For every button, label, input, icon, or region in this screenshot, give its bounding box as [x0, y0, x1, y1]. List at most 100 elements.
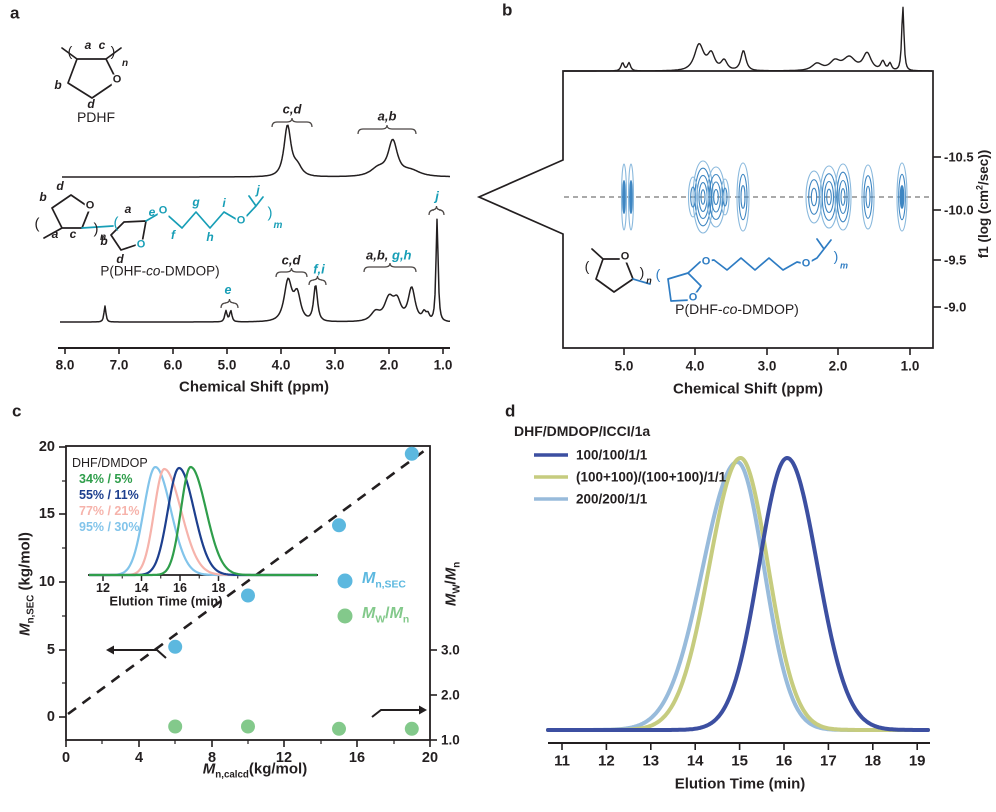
atom-label-b: b	[54, 78, 62, 92]
tick-label: -10.5	[944, 149, 974, 165]
tick-label: 5	[46, 641, 55, 658]
tick-label: 2.0	[441, 687, 460, 703]
panel-c-x-axis-title: Mn,calcd(kg/mol)	[202, 760, 308, 781]
atom-label-j: j	[256, 183, 260, 197]
inset-x-axis-title: Elution Time (min)	[109, 593, 223, 609]
tick-label: 17	[820, 752, 837, 770]
nmr-trace-pdhf	[62, 124, 450, 178]
data-point-mn-sec	[241, 588, 255, 603]
panel-b-graphics	[476, 6, 941, 355]
data-point-dispersity	[404, 721, 419, 736]
peak-label-fi: f,i	[313, 261, 325, 277]
tick-label: 1.0	[441, 732, 460, 748]
dosy-contour	[810, 187, 818, 207]
atom-label-O: O	[111, 73, 123, 86]
peak-label-cd: c,d	[282, 101, 302, 117]
legend-dot-mw-mn	[337, 608, 353, 624]
panel-c-right-axis-title: MW/Mn	[442, 561, 463, 607]
subscript-m: m	[839, 260, 849, 271]
tick-label: 2.0	[828, 358, 848, 374]
dosy-contour	[819, 165, 839, 229]
inset-legend-row-2: 55% / 11%	[79, 487, 139, 502]
atom-label-g: g	[192, 195, 200, 209]
panel-c-y-axis-title: Mn,SEC (kg/mol)	[16, 532, 37, 636]
atom-label-O2: O	[687, 291, 699, 304]
atom-label-d: d	[87, 97, 95, 111]
legend-mn-sec: Mn,SEC	[362, 570, 406, 591]
dosy-top-projection-trace	[564, 6, 932, 72]
tick-label: 13	[642, 752, 660, 770]
tick-label: 8.0	[55, 357, 75, 373]
panel-d-graphics	[534, 453, 930, 750]
tick-label: 16	[775, 752, 793, 770]
dosy-contour	[740, 185, 746, 209]
tick-label: 3.0	[757, 358, 777, 374]
data-point-dispersity	[332, 721, 346, 736]
atom-label-e: e	[148, 205, 156, 219]
dosy-contour	[622, 179, 626, 215]
peak-label-gh: g,h	[392, 247, 412, 263]
dosy-contour	[834, 163, 852, 231]
data-point-mn-sec	[168, 639, 183, 654]
bracket: )	[639, 264, 645, 280]
tick-label: 15	[731, 752, 748, 770]
peak-label-ab: a,b	[377, 108, 397, 124]
data-point-dispersity	[241, 719, 255, 734]
tick-label: 0	[46, 708, 55, 725]
bracket: )	[267, 204, 273, 222]
bracket: (	[67, 43, 73, 59]
tick-label: 12	[275, 749, 293, 766]
dosy-contour	[629, 179, 633, 215]
tick-label: 7.0	[109, 357, 129, 373]
atom-label-O3: O	[135, 238, 147, 251]
tick-label: 0	[61, 749, 71, 766]
atom-label-b3: b	[100, 234, 108, 248]
dosy-contour	[863, 175, 873, 219]
dosy-contour	[690, 186, 696, 208]
peak-brace	[428, 205, 445, 216]
molecule-name-copolymer: P(DHF-co-DMDOP)	[100, 263, 220, 279]
atom-label-h: h	[206, 230, 214, 244]
panel-a-x-axis-title: Chemical Shift (ppm)	[178, 378, 330, 396]
dosy-contour	[706, 166, 726, 228]
inset-legend-title: DHF/DMDOP	[72, 455, 148, 470]
inset-legend-row-3: 77% / 21%	[79, 503, 140, 518]
dosy-contour	[722, 187, 728, 207]
copolymer-dmdop-chain-drawing	[81, 195, 264, 229]
bracket: )	[833, 248, 839, 264]
dosy-contour	[808, 179, 820, 215]
dosy-contour	[738, 173, 748, 221]
dosy-contour	[896, 162, 908, 232]
bracket: )	[93, 220, 99, 238]
panel-b-y-axis-title: f1 (log (cm2/sec))	[974, 149, 992, 259]
axis-pointer-arrowhead	[419, 705, 427, 715]
panel-label-c: c	[12, 401, 22, 421]
atom-label-O4: O	[800, 257, 812, 270]
peak-brace	[220, 298, 239, 309]
subscript-m: m	[273, 220, 283, 231]
tick-label: 4.0	[685, 358, 705, 374]
legend-mw-mn: MW/Mn	[362, 605, 410, 626]
tick-label: 5.0	[217, 357, 237, 373]
panel-label-d: d	[505, 401, 516, 421]
atom-label-d3: d	[116, 252, 124, 266]
axis-pointer-arrowhead	[106, 645, 114, 655]
tick-label: -9.0	[944, 299, 967, 315]
atom-label-i: i	[222, 196, 226, 210]
atom-label-O: O	[619, 250, 631, 263]
tick-label: 20	[38, 438, 55, 455]
peak-label-ab2: a,b,	[366, 247, 389, 263]
atom-label-c: c	[98, 38, 106, 52]
inset-legend-row-1: 34% / 5%	[79, 471, 133, 486]
dosy-contour	[826, 188, 832, 206]
dosy-contour	[736, 162, 750, 232]
dosy-contour	[821, 173, 837, 221]
tick-label: 4.0	[271, 357, 291, 373]
bracket: (	[34, 215, 40, 233]
tick-label: 4	[134, 749, 144, 766]
inset-legend-row-4: 95% / 30%	[79, 519, 140, 534]
atom-label-a3: a	[124, 202, 132, 216]
bracket: )	[110, 43, 116, 59]
subscript-n: n	[646, 275, 652, 286]
